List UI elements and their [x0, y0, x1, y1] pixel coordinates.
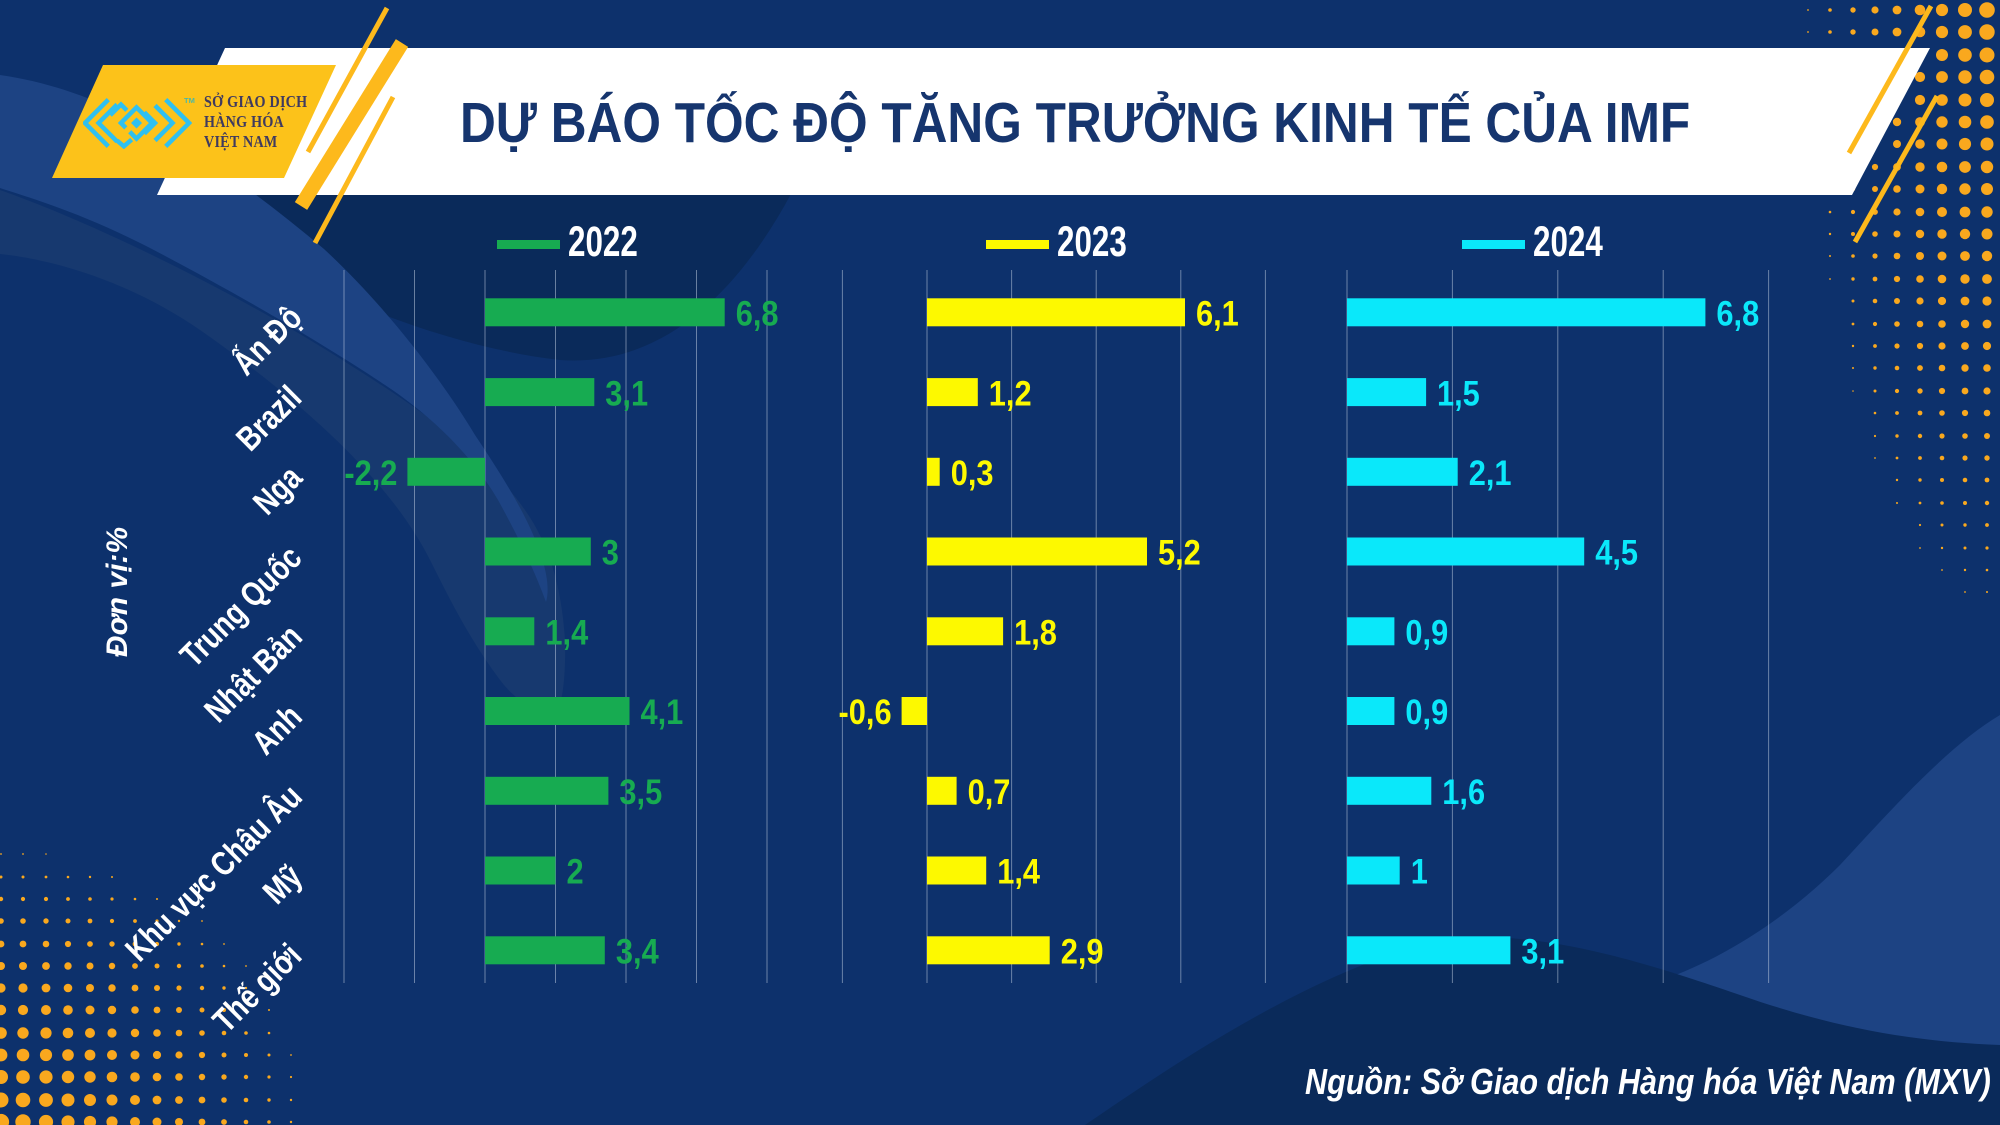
svg-text:2,1: 2,1	[1469, 453, 1512, 492]
svg-text:3,1: 3,1	[1521, 932, 1564, 971]
svg-text:1,5: 1,5	[1437, 373, 1480, 412]
svg-text:4,1: 4,1	[641, 692, 684, 731]
svg-text:3,5: 3,5	[619, 772, 662, 811]
svg-text:1: 1	[1411, 852, 1428, 891]
svg-text:5,2: 5,2	[1158, 533, 1201, 572]
svg-text:-2,2: -2,2	[344, 453, 397, 492]
svg-text:TM: TM	[184, 96, 195, 105]
svg-text:0,7: 0,7	[968, 772, 1011, 811]
svg-text:4,5: 4,5	[1595, 533, 1638, 572]
svg-text:2,9: 2,9	[1061, 932, 1104, 971]
svg-text:6,8: 6,8	[736, 294, 779, 333]
svg-text:3: 3	[602, 533, 619, 572]
svg-text:1,6: 1,6	[1442, 772, 1485, 811]
svg-text:2: 2	[567, 852, 584, 891]
svg-text:0,3: 0,3	[951, 453, 994, 492]
svg-text:6,8: 6,8	[1716, 294, 1759, 333]
svg-text:0,9: 0,9	[1405, 613, 1448, 652]
svg-text:1,4: 1,4	[545, 613, 588, 652]
svg-text:0,9: 0,9	[1405, 692, 1448, 731]
svg-text:6,1: 6,1	[1196, 294, 1239, 333]
svg-text:1,8: 1,8	[1014, 613, 1057, 652]
svg-text:1,2: 1,2	[989, 373, 1032, 412]
svg-text:3,4: 3,4	[616, 932, 659, 971]
svg-text:-0,6: -0,6	[839, 692, 892, 731]
svg-text:3,1: 3,1	[605, 373, 648, 412]
svg-text:1,4: 1,4	[997, 852, 1040, 891]
